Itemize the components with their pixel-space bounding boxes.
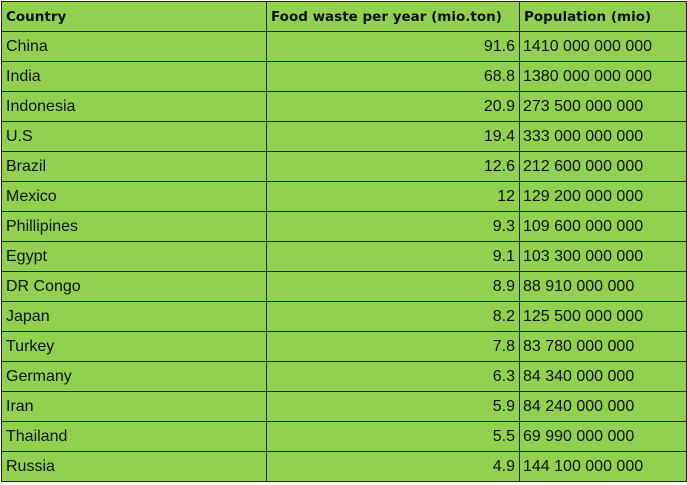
food-waste-cell: 6.3 bbox=[266, 361, 520, 392]
table-row: DR Congo 8.9 88 910 000 000 bbox=[1, 271, 687, 302]
table-row: Egypt 9.1 103 300 000 000 bbox=[1, 241, 687, 272]
country-cell: Germany bbox=[1, 361, 267, 392]
table-row: Japan 8.2 125 500 000 000 bbox=[1, 301, 687, 332]
table-row: U.S 19.4 333 000 000 000 bbox=[1, 121, 687, 152]
population-cell: 103 300 000 000 bbox=[519, 241, 687, 272]
food-waste-cell: 8.9 bbox=[266, 271, 520, 302]
table-row: Turkey 7.8 83 780 000 000 bbox=[1, 331, 687, 362]
country-cell: Russia bbox=[1, 451, 267, 482]
country-cell: Iran bbox=[1, 391, 267, 422]
country-cell: Egypt bbox=[1, 241, 267, 272]
header-row: Country Food waste per year (mio.ton) Po… bbox=[1, 1, 687, 32]
population-cell: 84 240 000 000 bbox=[519, 391, 687, 422]
food-waste-cell: 7.8 bbox=[266, 331, 520, 362]
population-cell: 273 500 000 000 bbox=[519, 91, 687, 122]
food-waste-cell: 9.1 bbox=[266, 241, 520, 272]
country-cell: China bbox=[1, 31, 267, 62]
food-waste-cell: 8.2 bbox=[266, 301, 520, 332]
population-cell: 83 780 000 000 bbox=[519, 331, 687, 362]
population-cell: 144 100 000 000 bbox=[519, 451, 687, 482]
food-waste-cell: 68.8 bbox=[266, 61, 520, 92]
population-cell: 88 910 000 000 bbox=[519, 271, 687, 302]
table-row: India 68.8 1380 000 000 000 bbox=[1, 61, 687, 92]
table-row: Phillipines 9.3 109 600 000 000 bbox=[1, 211, 687, 242]
table-row: Iran 5.9 84 240 000 000 bbox=[1, 391, 687, 422]
table-row: Thailand 5.5 69 990 000 000 bbox=[1, 421, 687, 452]
population-cell: 84 340 000 000 bbox=[519, 361, 687, 392]
country-cell: India bbox=[1, 61, 267, 92]
country-cell: Turkey bbox=[1, 331, 267, 362]
population-cell: 1410 000 000 000 bbox=[519, 31, 687, 62]
population-cell: 125 500 000 000 bbox=[519, 301, 687, 332]
population-cell: 129 200 000 000 bbox=[519, 181, 687, 212]
population-cell: 212 600 000 000 bbox=[519, 151, 687, 182]
country-cell: Mexico bbox=[1, 181, 267, 212]
country-cell: DR Congo bbox=[1, 271, 267, 302]
country-cell: Indonesia bbox=[1, 91, 267, 122]
table-row: Mexico 12 129 200 000 000 bbox=[1, 181, 687, 212]
food-waste-cell: 5.9 bbox=[266, 391, 520, 422]
header-food-waste: Food waste per year (mio.ton) bbox=[266, 1, 520, 32]
table-row: Indonesia 20.9 273 500 000 000 bbox=[1, 91, 687, 122]
food-waste-cell: 5.5 bbox=[266, 421, 520, 452]
population-cell: 69 990 000 000 bbox=[519, 421, 687, 452]
food-waste-cell: 20.9 bbox=[266, 91, 520, 122]
population-cell: 333 000 000 000 bbox=[519, 121, 687, 152]
food-waste-cell: 12 bbox=[266, 181, 520, 212]
food-waste-cell: 12.6 bbox=[266, 151, 520, 182]
table-row: Germany 6.3 84 340 000 000 bbox=[1, 361, 687, 392]
country-cell: Phillipines bbox=[1, 211, 267, 242]
food-waste-cell: 9.3 bbox=[266, 211, 520, 242]
food-waste-cell: 4.9 bbox=[266, 451, 520, 482]
header-population: Population (mio) bbox=[519, 1, 687, 32]
country-cell: Thailand bbox=[1, 421, 267, 452]
table-row: Brazil 12.6 212 600 000 000 bbox=[1, 151, 687, 182]
table-row: China 91.6 1410 000 000 000 bbox=[1, 31, 687, 62]
country-cell: Brazil bbox=[1, 151, 267, 182]
country-cell: U.S bbox=[1, 121, 267, 152]
country-cell: Japan bbox=[1, 301, 267, 332]
table-row: Russia 4.9 144 100 000 000 bbox=[1, 451, 687, 482]
population-cell: 109 600 000 000 bbox=[519, 211, 687, 242]
population-cell: 1380 000 000 000 bbox=[519, 61, 687, 92]
food-waste-cell: 91.6 bbox=[266, 31, 520, 62]
food-waste-cell: 19.4 bbox=[266, 121, 520, 152]
header-country: Country bbox=[1, 1, 267, 32]
